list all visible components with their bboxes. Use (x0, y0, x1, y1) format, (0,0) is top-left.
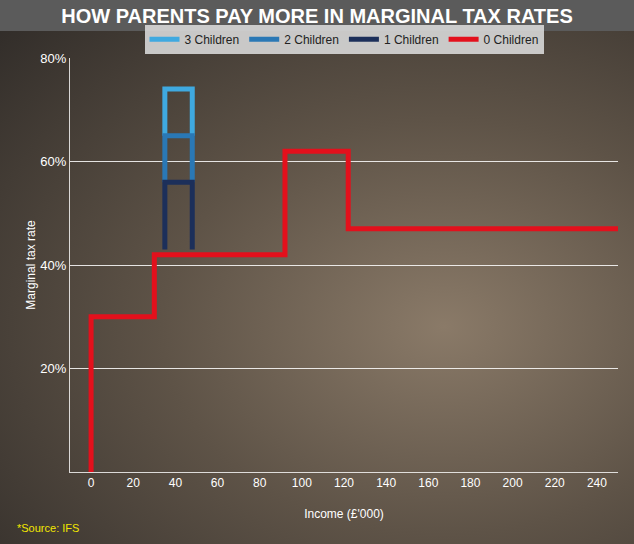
svg-text:Income (£'000): Income (£'000) (304, 507, 384, 521)
svg-text:40: 40 (169, 476, 183, 490)
svg-text:1 Children: 1 Children (384, 33, 439, 47)
svg-text:40%: 40% (40, 258, 66, 273)
svg-text:HOW PARENTS PAY MORE IN MARGIN: HOW PARENTS PAY MORE IN MARGINAL TAX RAT… (61, 5, 573, 27)
svg-text:180: 180 (460, 476, 480, 490)
svg-text:Marginal tax rate: Marginal tax rate (24, 220, 38, 310)
svg-text:80: 80 (253, 476, 267, 490)
svg-text:60: 60 (211, 476, 225, 490)
svg-text:200: 200 (503, 476, 523, 490)
svg-text:2 Children: 2 Children (284, 33, 339, 47)
svg-text:*Source: IFS: *Source: IFS (17, 522, 79, 534)
svg-text:3 Children: 3 Children (185, 33, 240, 47)
svg-text:240: 240 (587, 476, 607, 490)
svg-text:140: 140 (376, 476, 396, 490)
svg-text:160: 160 (418, 476, 438, 490)
svg-text:20: 20 (127, 476, 141, 490)
svg-text:100: 100 (292, 476, 312, 490)
svg-text:80%: 80% (40, 51, 66, 66)
svg-text:20%: 20% (40, 361, 66, 376)
svg-text:220: 220 (545, 476, 565, 490)
svg-text:0 Children: 0 Children (484, 33, 539, 47)
svg-text:60%: 60% (40, 154, 66, 169)
svg-text:120: 120 (334, 476, 354, 490)
svg-text:0: 0 (88, 476, 95, 490)
